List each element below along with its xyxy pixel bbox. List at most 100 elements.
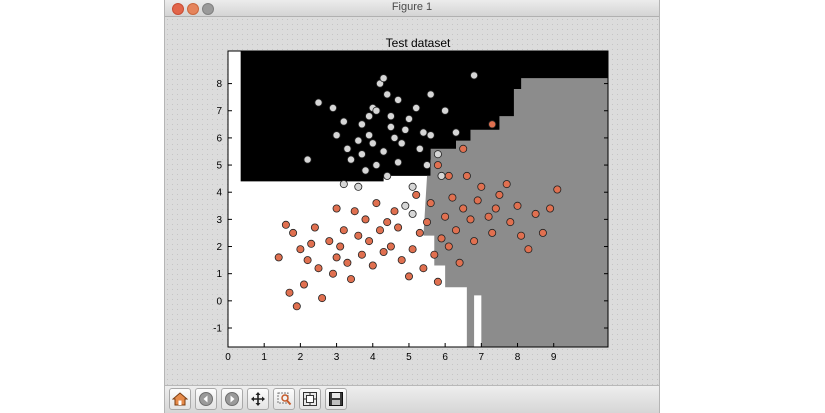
point-orange bbox=[459, 144, 468, 153]
point-light bbox=[386, 112, 395, 121]
point-light bbox=[346, 155, 355, 164]
point-light bbox=[339, 180, 348, 189]
point-orange bbox=[274, 253, 283, 262]
subplots-button[interactable] bbox=[299, 388, 321, 410]
home-button[interactable] bbox=[169, 388, 191, 410]
minimize-window-button[interactable] bbox=[187, 3, 199, 15]
point-light bbox=[437, 171, 446, 180]
point-orange bbox=[368, 261, 377, 270]
point-light bbox=[433, 150, 442, 159]
point-light bbox=[386, 123, 395, 132]
point-orange bbox=[488, 228, 497, 237]
x-tick-label: 0 bbox=[225, 352, 231, 363]
y-tick-label: 8 bbox=[216, 79, 222, 90]
point-light bbox=[383, 90, 392, 99]
point-orange bbox=[394, 223, 403, 232]
point-light bbox=[343, 144, 352, 153]
point-orange bbox=[459, 204, 468, 213]
point-orange bbox=[441, 212, 450, 221]
maximize-window-button[interactable] bbox=[202, 3, 214, 15]
decision-regions bbox=[228, 51, 608, 348]
y-tick-label: 5 bbox=[216, 161, 222, 172]
point-orange bbox=[390, 207, 399, 216]
point-light bbox=[415, 144, 424, 153]
point-light bbox=[332, 131, 341, 140]
zoom-button[interactable] bbox=[273, 388, 295, 410]
point-light bbox=[375, 79, 384, 88]
point-light bbox=[408, 182, 417, 191]
point-light bbox=[451, 128, 460, 137]
point-orange bbox=[426, 199, 435, 208]
navigation-toolbar bbox=[165, 385, 659, 413]
point-orange bbox=[419, 264, 428, 273]
point-light bbox=[426, 90, 435, 99]
point-orange bbox=[285, 288, 294, 297]
y-tick-label: 7 bbox=[216, 106, 222, 117]
point-light bbox=[357, 150, 366, 159]
y-tick-label: 2 bbox=[216, 242, 222, 253]
point-orange bbox=[433, 277, 442, 286]
region-gray bbox=[423, 78, 608, 348]
point-light bbox=[328, 104, 337, 113]
point-light bbox=[394, 158, 403, 167]
point-orange bbox=[299, 280, 308, 289]
point-light bbox=[339, 117, 348, 126]
point-orange bbox=[375, 226, 384, 235]
point-light bbox=[412, 104, 421, 113]
point-orange bbox=[502, 180, 511, 189]
title-bar[interactable]: Figure 1 bbox=[165, 0, 659, 17]
point-light bbox=[379, 74, 388, 83]
point-orange bbox=[379, 247, 388, 256]
point-orange bbox=[397, 256, 406, 265]
forward-button[interactable] bbox=[221, 388, 243, 410]
point-orange bbox=[462, 171, 471, 180]
pan-button[interactable] bbox=[247, 388, 269, 410]
point-orange bbox=[531, 209, 540, 218]
close-window-button[interactable] bbox=[172, 3, 184, 15]
y-tick-label: 6 bbox=[216, 133, 222, 144]
point-light bbox=[422, 161, 431, 170]
point-light bbox=[365, 112, 374, 121]
point-orange bbox=[433, 161, 442, 170]
point-orange bbox=[484, 212, 493, 221]
chart-title: Test dataset bbox=[386, 36, 451, 50]
point-orange bbox=[303, 256, 312, 265]
save-button[interactable] bbox=[325, 388, 347, 410]
point-orange bbox=[524, 245, 533, 254]
point-light bbox=[441, 106, 450, 115]
forward-arrow-icon bbox=[225, 392, 239, 406]
point-orange bbox=[466, 215, 475, 224]
point-orange bbox=[314, 264, 323, 273]
point-light bbox=[394, 95, 403, 104]
point-orange bbox=[513, 201, 522, 210]
point-orange bbox=[506, 218, 515, 227]
save-icon bbox=[329, 392, 343, 406]
point-orange bbox=[517, 231, 526, 240]
point-light bbox=[368, 139, 377, 148]
point-orange bbox=[332, 204, 341, 213]
back-button[interactable] bbox=[195, 388, 217, 410]
figure-canvas[interactable]: Test dataset 0 1 2 3 4 5 6 7 8 9 -1 0 1 2 3 4 5 6 7 8 bbox=[165, 17, 659, 385]
point-orange bbox=[365, 237, 374, 246]
point-orange bbox=[553, 185, 562, 194]
window-title: Figure 1 bbox=[391, 1, 433, 13]
point-orange bbox=[488, 120, 497, 129]
point-orange bbox=[346, 275, 355, 284]
point-orange bbox=[408, 245, 417, 254]
point-light bbox=[303, 155, 312, 164]
point-orange bbox=[444, 242, 453, 251]
point-orange bbox=[343, 258, 352, 267]
point-orange bbox=[307, 239, 316, 248]
point-orange bbox=[372, 199, 381, 208]
point-light bbox=[354, 182, 363, 191]
point-orange bbox=[546, 204, 555, 213]
x-tick-label: 2 bbox=[298, 352, 304, 363]
point-orange bbox=[477, 182, 486, 191]
point-orange bbox=[310, 223, 319, 232]
point-orange bbox=[422, 218, 431, 227]
x-tick-label: 4 bbox=[370, 352, 376, 363]
point-orange bbox=[430, 250, 439, 259]
point-orange bbox=[357, 250, 366, 259]
y-tick-label: -1 bbox=[213, 323, 222, 334]
point-orange bbox=[325, 237, 334, 246]
